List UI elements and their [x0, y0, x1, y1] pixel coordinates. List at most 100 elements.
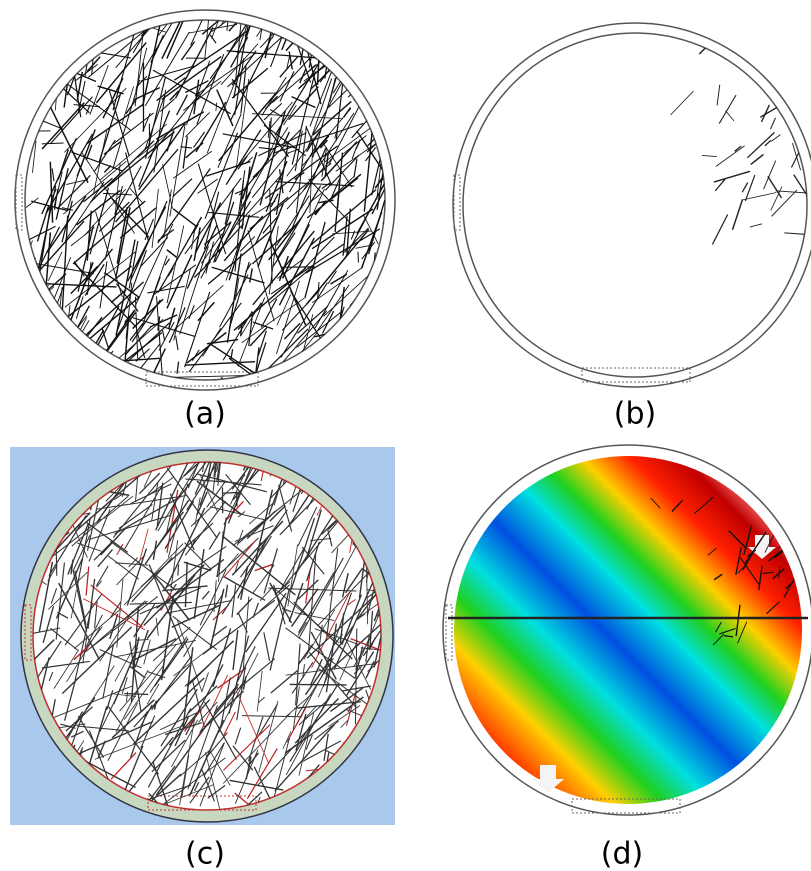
scratch [350, 637, 381, 662]
scratch [341, 573, 349, 598]
scratch [143, 765, 176, 808]
scratch [206, 75, 239, 154]
scratch [186, 640, 235, 687]
scratch [64, 181, 105, 242]
scratch [207, 784, 226, 799]
scratch [236, 658, 276, 691]
scratch [157, 462, 205, 532]
scratch [201, 590, 210, 600]
scratch [193, 79, 200, 115]
scratch [74, 570, 87, 625]
scratch [155, 726, 206, 796]
scratch [345, 651, 375, 697]
scratch [308, 553, 317, 652]
scratch [327, 369, 338, 380]
scratch [33, 627, 61, 646]
scratch [138, 110, 171, 187]
scratch [208, 342, 264, 380]
scratch [199, 742, 225, 807]
scratch [167, 267, 174, 277]
scratch [166, 20, 186, 59]
scratch [266, 119, 284, 161]
scratch [73, 645, 90, 661]
scratch [39, 72, 44, 87]
scratch [194, 462, 215, 495]
scratch [311, 208, 374, 250]
scratch [215, 102, 218, 112]
scratch [64, 32, 88, 49]
scratch [240, 302, 262, 337]
scratch [321, 147, 328, 177]
scratch [37, 337, 88, 380]
scratch [309, 658, 323, 686]
scratch [311, 266, 363, 304]
scratch [281, 607, 292, 613]
scratch [132, 317, 195, 337]
scratch [151, 654, 193, 711]
scratch [236, 691, 270, 764]
scratch [40, 657, 50, 693]
scratch [217, 113, 242, 168]
scratch [73, 262, 138, 328]
scratch [46, 100, 89, 184]
scratch [377, 47, 385, 83]
scratch [184, 500, 226, 556]
scratch [254, 489, 274, 564]
scratch [287, 148, 300, 154]
scratch [384, 20, 385, 81]
scratch [270, 193, 279, 208]
scratch [25, 197, 39, 208]
scratch [328, 705, 361, 727]
scratch [220, 43, 259, 86]
scratch [184, 361, 256, 366]
scratch [40, 119, 64, 130]
scratch [241, 153, 272, 207]
scratch [28, 299, 40, 318]
scratch [134, 296, 139, 361]
scratch [110, 289, 127, 304]
scratch [150, 34, 165, 63]
scratch [162, 664, 169, 673]
scratch [236, 598, 253, 616]
scratch [158, 321, 175, 351]
scratch [61, 626, 133, 695]
scratch [353, 158, 358, 178]
scratch [116, 206, 128, 264]
scratch [55, 558, 83, 619]
scratch [88, 508, 111, 562]
scratch [301, 20, 313, 32]
scratch [233, 101, 293, 173]
scratch [347, 598, 356, 606]
scratch [166, 130, 175, 152]
scratch [268, 587, 357, 592]
scratch [118, 504, 153, 530]
scratch [200, 791, 263, 810]
scratch [134, 462, 144, 503]
scratch [152, 626, 191, 662]
scratch [193, 227, 201, 261]
scratch [193, 131, 206, 148]
scratch [87, 578, 96, 629]
scratch [307, 78, 333, 149]
scratch [148, 564, 184, 649]
scratch [357, 39, 385, 64]
scratch [341, 594, 362, 645]
scratch [107, 705, 159, 775]
scratch [136, 638, 149, 641]
scratch [228, 261, 250, 329]
scratch [132, 298, 164, 330]
scratch [176, 94, 188, 116]
scratch [198, 701, 218, 723]
scratch [138, 528, 149, 565]
scratch [260, 462, 273, 482]
scratch [323, 668, 329, 687]
scratch [157, 168, 211, 244]
scratch [119, 644, 177, 712]
scratch [199, 462, 216, 506]
scratch [184, 177, 242, 255]
scratch [156, 77, 186, 102]
scratch [90, 140, 155, 203]
scratch [315, 284, 350, 333]
scratch [345, 322, 355, 380]
scratch [115, 249, 148, 335]
